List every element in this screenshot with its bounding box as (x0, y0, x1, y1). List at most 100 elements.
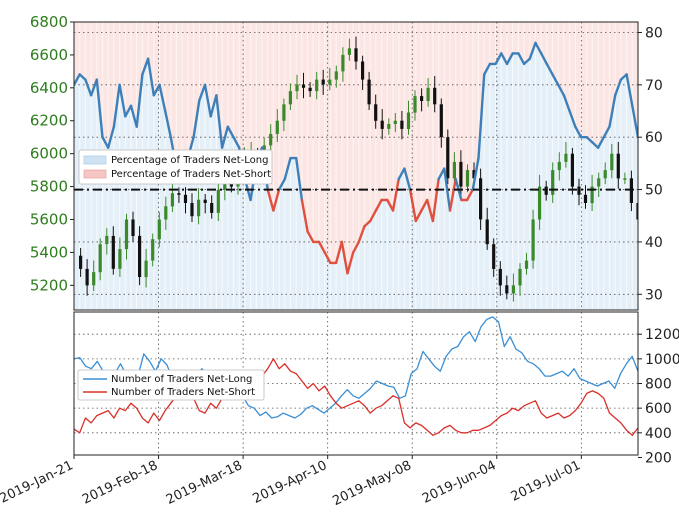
net-long-pct-segment (232, 135, 241, 149)
net-long-pct-segment (562, 94, 571, 113)
date-tick-label: 2019-Jun-04 (420, 458, 499, 507)
net-long-pct-segment (517, 52, 526, 66)
candle-body (203, 199, 207, 203)
candle-body (177, 193, 181, 195)
net-long-pct-segment (141, 57, 150, 76)
candle-body (538, 186, 542, 220)
candle-body (334, 71, 338, 80)
net-short-pct-segment (266, 188, 275, 212)
candle-body (524, 260, 529, 269)
net-long-pct-segment (124, 104, 133, 118)
candle-body (118, 249, 122, 269)
legend-net-long-pct: Percentage of Traders Net-Long (111, 155, 269, 166)
net-short-pct-segment (306, 230, 315, 244)
candle-body (301, 84, 306, 88)
net-short-pct-segment (272, 188, 281, 212)
price-tick-label: 5400 (30, 243, 68, 261)
net-long-pct-segment (209, 94, 218, 118)
net-short-pct-segment (334, 240, 343, 265)
candle-body (124, 219, 129, 250)
net-short-pct-segment (352, 240, 360, 254)
net-long-pct-segment (443, 167, 452, 212)
price-tick-label: 6200 (30, 112, 68, 130)
candle-body (393, 120, 397, 124)
candle-body (544, 186, 548, 195)
price-tick-label: 6000 (30, 145, 68, 163)
candle-body (590, 186, 594, 204)
candle-body (406, 112, 411, 129)
net-short-pct-segment (431, 177, 440, 223)
count-tick-label: 600 (645, 401, 672, 417)
candle-body (98, 244, 102, 273)
candle-body (433, 87, 437, 105)
net-long-pct-segment (118, 83, 127, 118)
net-long-pct-segment (163, 109, 173, 139)
candle-body (498, 268, 502, 286)
trader-count-legend: Number of Traders Net-Long Number of Tra… (77, 369, 265, 401)
candle-body (347, 48, 351, 55)
date-tick-label: 2019-Jan-21 (0, 458, 76, 506)
candle-body (616, 153, 620, 179)
candle-body (623, 178, 627, 180)
date-tick-label: 2019-May-08 (330, 458, 414, 509)
date-tick-label: 2019-Mar-18 (164, 458, 245, 508)
net-long-pct-segment (403, 167, 412, 191)
net-long-pct-segment (483, 62, 492, 76)
candle-body (190, 203, 194, 217)
sentiment-panel: 5200 5400 5600 5800 6000 6200 6400 6600 6800 30 4… (30, 13, 663, 311)
net-short-pct-segment (363, 219, 372, 228)
net-long-pct-segment (534, 41, 543, 55)
net-long-pct-segment (192, 99, 201, 139)
candle-body (367, 79, 371, 105)
net-long-pct-segment (95, 78, 104, 139)
net-long-pct-segment (277, 177, 286, 191)
candle-body (85, 268, 89, 286)
percent-tick-label: 70 (645, 78, 663, 94)
candle-body (452, 161, 456, 179)
candle-body (361, 61, 365, 80)
net-long-pct-segment (585, 135, 594, 144)
net-long-pct-segment (596, 135, 605, 149)
net-long-pct-segment (540, 52, 548, 66)
candle-body (380, 120, 384, 129)
net-long-pct-segment (135, 73, 144, 128)
trader-count-panel: 200 400 600 800 1000 1200 Number of Traders N… (73, 311, 679, 467)
candle-body (183, 194, 188, 203)
candle-body (308, 87, 312, 92)
percent-tick-label: 30 (645, 287, 663, 303)
net-long-pct-segment (101, 135, 110, 149)
price-tick-label: 6800 (30, 13, 68, 31)
net-short-pct-segment (391, 177, 400, 212)
net-long-pct-segment (568, 109, 577, 128)
net-long-pct-segment (158, 83, 167, 113)
net-short-pct-segment (374, 198, 383, 212)
candle-body (105, 235, 109, 245)
price-tick-label: 6400 (30, 79, 68, 97)
net-long-pct-segment (74, 73, 81, 87)
net-long-pct-segment (226, 125, 235, 139)
candle-body (111, 235, 115, 269)
candle-body (413, 96, 417, 113)
date-tick-label: 2019-Feb-18 (80, 458, 160, 507)
net-long-pct-segment (89, 78, 99, 97)
legend-net-long-count: Number of Traders Net-Long (111, 374, 252, 385)
candle-body (216, 189, 220, 213)
candle-body (275, 120, 279, 134)
candle-body (583, 194, 588, 203)
price-axis: 5200 5400 5600 5800 6000 6200 6400 6600 6800 (30, 13, 74, 294)
net-long-pct-segment (283, 156, 292, 181)
net-long-pct-segment (500, 52, 509, 66)
net-long-pct-segment (614, 78, 623, 97)
net-short-pct-segment (369, 209, 378, 223)
percent-tick-label: 80 (645, 26, 663, 42)
candle-body (577, 186, 581, 195)
count-tick-label: 1000 (645, 352, 679, 368)
net-long-pct-segment (505, 52, 514, 66)
net-long-pct-segment (608, 94, 617, 128)
net-long-pct-segment (84, 78, 93, 97)
net-short-pct-segment (408, 188, 417, 223)
count-tick-label: 1200 (645, 327, 679, 343)
trader-count-lines (74, 316, 638, 436)
count-tick-label: 400 (645, 426, 672, 442)
